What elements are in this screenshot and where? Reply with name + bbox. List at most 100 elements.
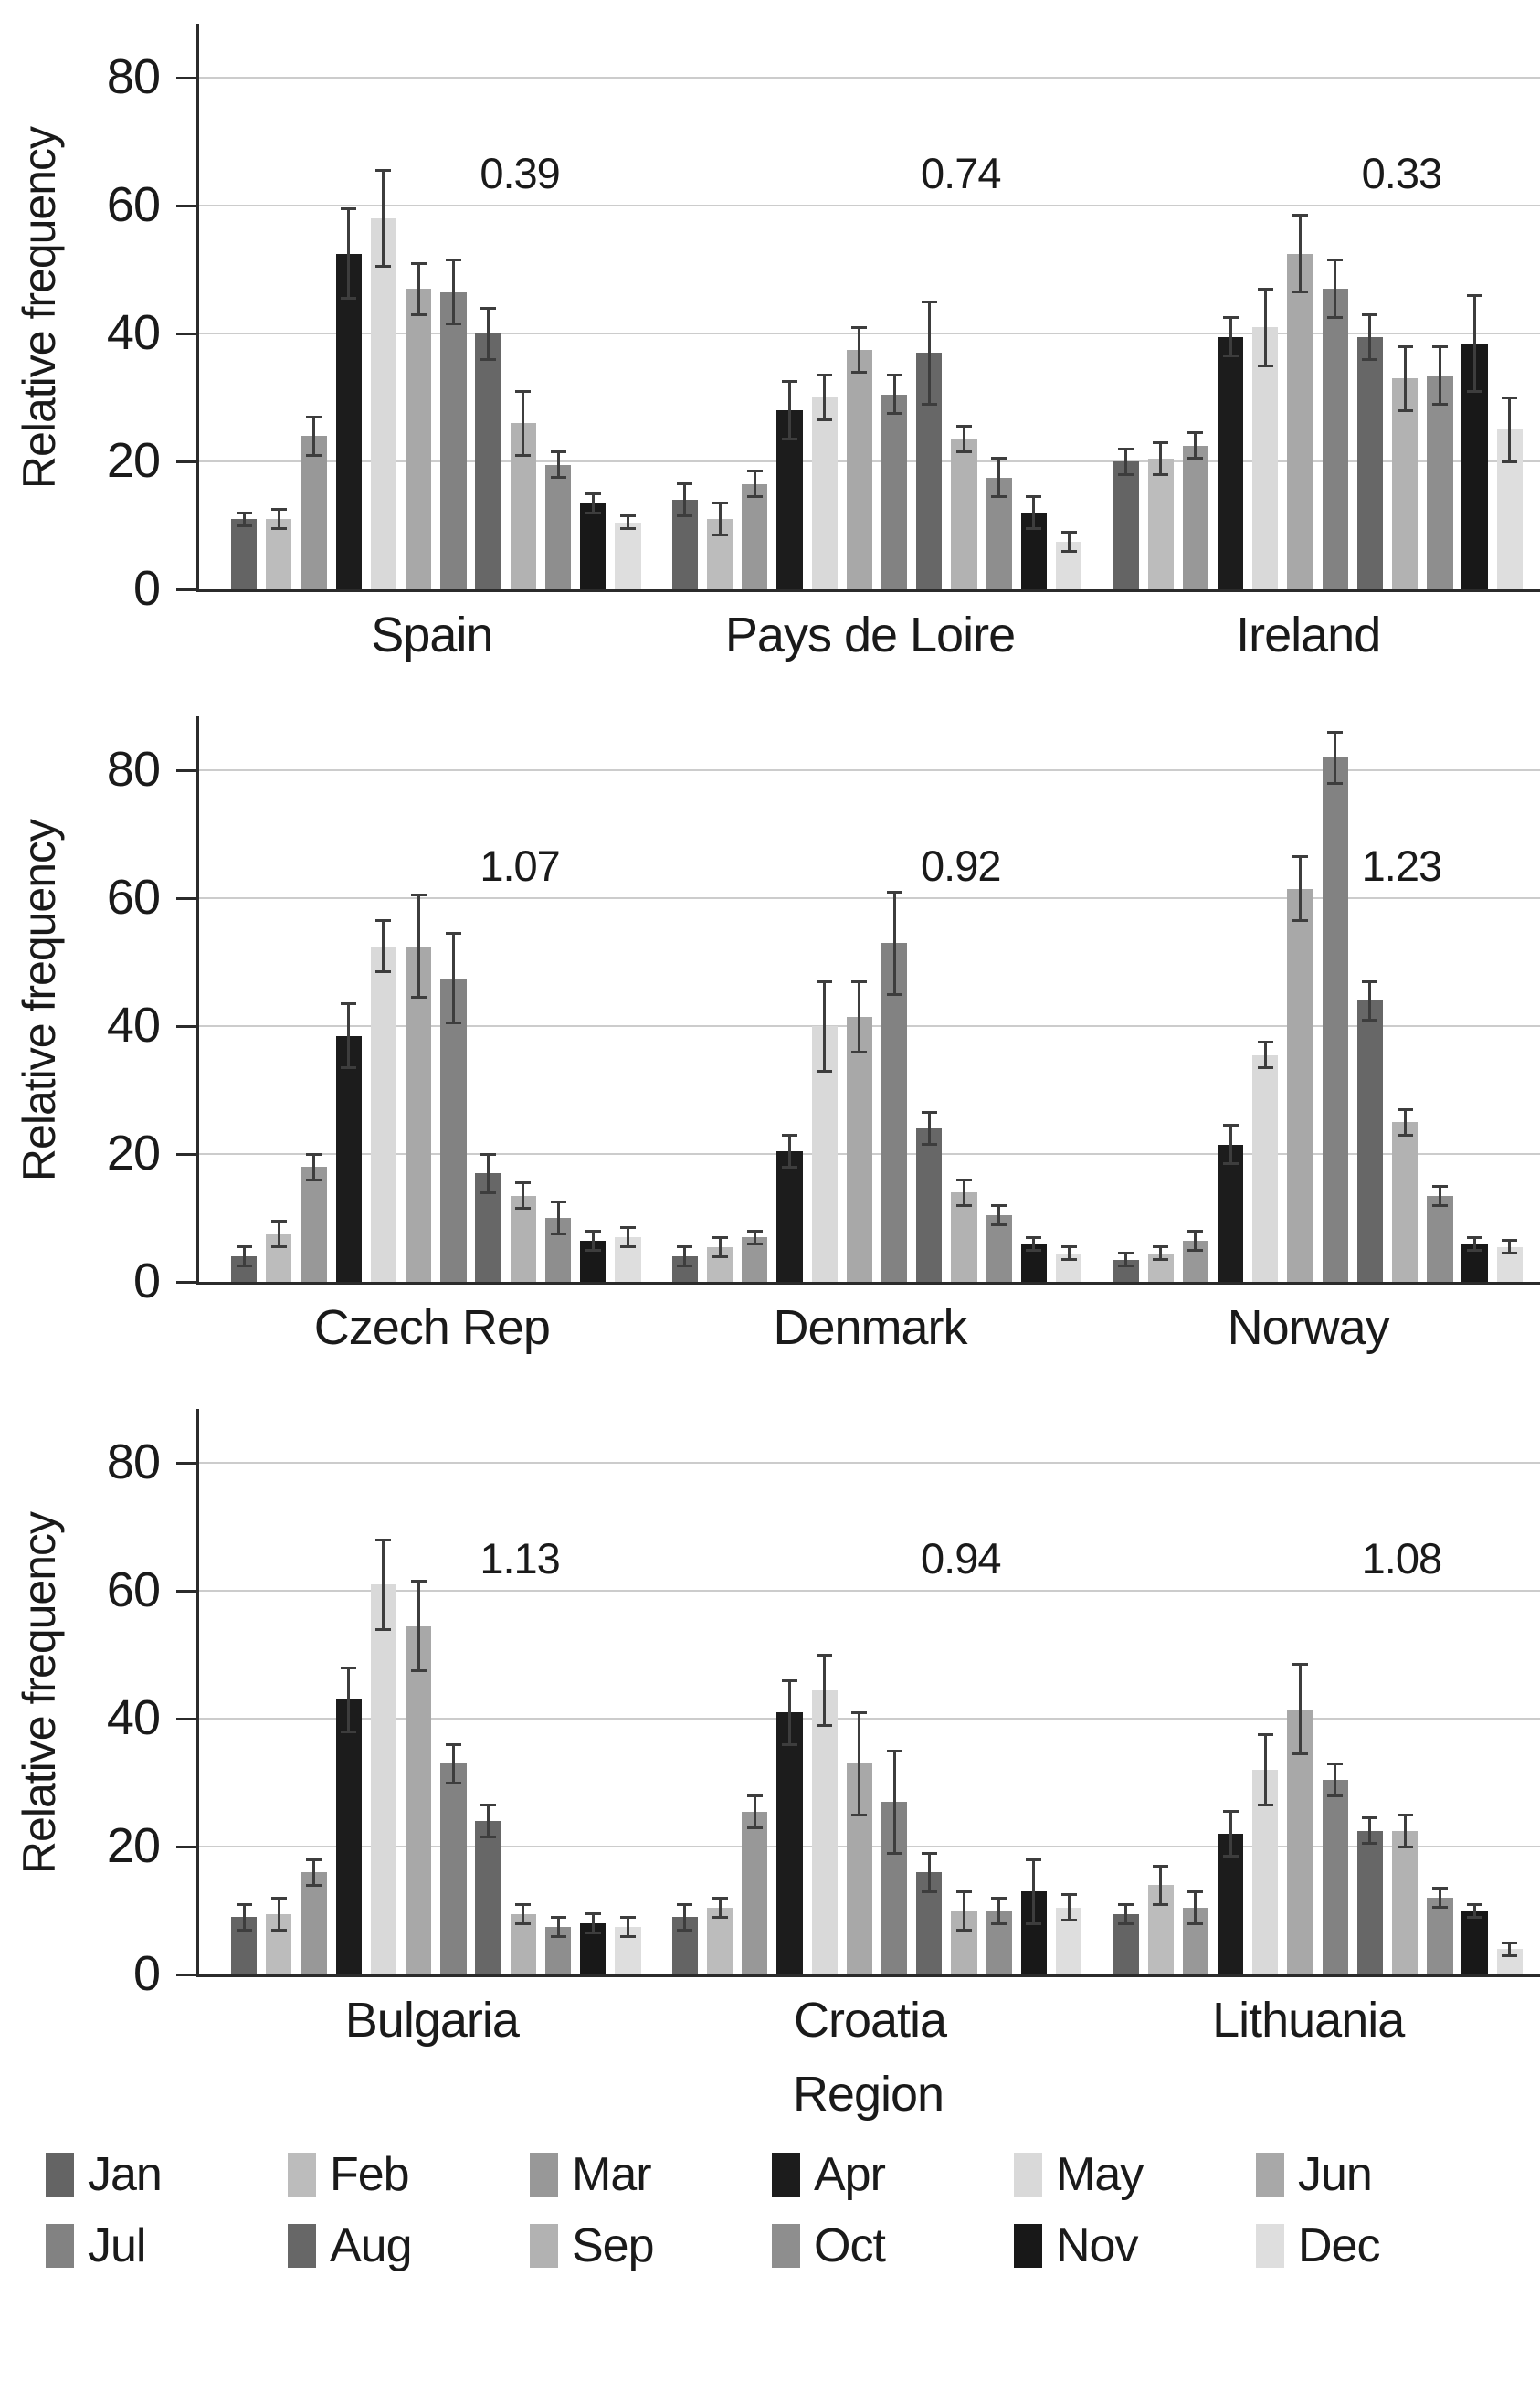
error-bar-cap-bottom	[1117, 1921, 1134, 1925]
error-bar	[277, 509, 280, 529]
error-bar-cap-bottom	[1187, 457, 1204, 460]
legend-item-mar: Mar	[530, 2151, 652, 2198]
bar-ireland-aug	[1356, 336, 1384, 589]
error-bar-cap-bottom	[375, 970, 392, 973]
error-bar	[591, 1231, 595, 1250]
error-bar-cap-bottom	[921, 402, 937, 406]
bar-pays-de-loire-jun	[846, 349, 872, 589]
bar-slot	[227, 716, 261, 1282]
bar-slot	[436, 24, 470, 589]
error-bar-cap-bottom	[781, 438, 797, 440]
bar-slot	[506, 24, 541, 589]
error-bar-cap-bottom	[1397, 408, 1413, 412]
error-bar-cap-top	[585, 1229, 601, 1233]
error-bar-cap-bottom	[1257, 364, 1273, 367]
legend-label-jun: Jun	[1298, 2148, 1373, 2201]
bar-slot	[436, 1409, 470, 1974]
error-bar	[1403, 1109, 1407, 1135]
error-bar-cap-bottom	[1222, 1162, 1239, 1165]
error-bar	[823, 375, 827, 420]
error-bar-cap-top	[712, 502, 728, 504]
error-bar-cap-top	[1222, 1124, 1239, 1127]
y-tick-40	[176, 1717, 196, 1720]
error-bar-cap-top	[1187, 431, 1204, 434]
bar-slot	[1108, 716, 1143, 1282]
error-bar-cap-bottom	[480, 357, 497, 361]
error-bar-cap-bottom	[1222, 1855, 1239, 1858]
error-bar-cap-top	[550, 1201, 566, 1203]
legend-swatch-apr-icon	[772, 2153, 800, 2197]
legend-label-sep: Sep	[572, 2219, 655, 2272]
error-bar	[997, 458, 1001, 497]
error-bar	[487, 308, 490, 359]
bar-bulgaria-jun	[406, 1625, 432, 1974]
error-bar-cap-bottom	[445, 323, 461, 325]
error-bar-cap-top	[620, 1915, 637, 1919]
bar-slot	[1108, 1409, 1143, 1974]
bar-slot	[668, 24, 702, 589]
error-bar-cap-top	[1026, 495, 1042, 498]
error-bar-cap-bottom	[410, 996, 427, 999]
error-bar-cap-bottom	[480, 1836, 497, 1838]
bar-slot	[401, 1409, 436, 1974]
legend-swatch-mar-icon	[530, 2153, 558, 2197]
error-bar	[627, 1227, 630, 1247]
error-bar	[382, 170, 385, 267]
error-bar-cap-bottom	[236, 524, 252, 527]
error-bar-cap-bottom	[480, 1191, 497, 1194]
error-bar-cap-bottom	[1467, 389, 1483, 393]
y-tick-label-60: 60	[106, 177, 161, 232]
error-bar-cap-top	[677, 482, 693, 485]
bar-ireland-sep	[1392, 378, 1419, 589]
error-bar	[417, 895, 420, 998]
panel-top: Relative frequency 0 20 40 60 80 0.39 0.74 0.3…	[0, 0, 1540, 676]
bar-slot	[1051, 1409, 1086, 1974]
plot-area-middle: 1.07 0.92 1.23	[196, 716, 1540, 1285]
error-bar-cap-top	[1397, 1107, 1413, 1111]
bar-slot	[332, 24, 366, 589]
error-bar-cap-top	[1431, 344, 1448, 348]
group-label-lithuania: Lithuania	[1212, 1993, 1405, 2048]
bar-spain-mar	[301, 436, 327, 589]
error-bar	[858, 981, 861, 1052]
y-tick-40	[176, 1024, 196, 1028]
bar-slot	[1144, 1409, 1178, 1974]
bar-slot	[261, 716, 296, 1282]
error-bar	[683, 1246, 687, 1266]
bar-bulgaria-aug	[475, 1821, 501, 1974]
y-tick-0	[176, 1280, 196, 1284]
y-tick-label-40: 40	[106, 305, 161, 360]
error-bar-cap-top	[886, 374, 902, 376]
error-bar	[312, 417, 316, 455]
error-bar-cap-top	[1292, 1663, 1309, 1666]
error-bar-cap-top	[1060, 1893, 1077, 1896]
error-bar	[417, 1581, 420, 1671]
error-bar-cap-top	[1222, 1810, 1239, 1813]
error-bar	[1438, 346, 1441, 404]
bar-slot	[575, 1409, 610, 1974]
error-bar-cap-bottom	[1362, 1842, 1378, 1845]
error-bar-cap-bottom	[550, 1233, 566, 1235]
error-bar-cap-bottom	[746, 495, 763, 498]
bar-groups: 1.07 0.92 1.23	[199, 716, 1540, 1282]
bar-slot	[1248, 24, 1282, 589]
bar-spain-jun	[406, 289, 432, 589]
y-tick-60	[176, 204, 196, 207]
error-bar-cap-bottom	[620, 527, 637, 530]
error-bar	[1299, 215, 1303, 292]
bar-slot	[541, 716, 575, 1282]
y-axis-middle: Relative frequency 0 20 40 60 80	[0, 716, 196, 1306]
bar-slot	[702, 1409, 737, 1974]
bar-slot	[772, 716, 807, 1282]
gridline-40	[199, 333, 1540, 334]
error-bar-cap-top	[236, 511, 252, 514]
error-bar-cap-bottom	[956, 450, 973, 453]
error-bar-cap-top	[1292, 855, 1309, 858]
legend-item-jul: Jul	[46, 2222, 146, 2270]
error-bar	[1159, 442, 1163, 474]
error-bar	[1508, 1240, 1512, 1254]
error-bar-cap-top	[1153, 1864, 1169, 1868]
bar-ireland-jul	[1322, 289, 1348, 589]
error-bar-cap-bottom	[1467, 1915, 1483, 1919]
error-bar-cap-bottom	[1362, 357, 1378, 361]
